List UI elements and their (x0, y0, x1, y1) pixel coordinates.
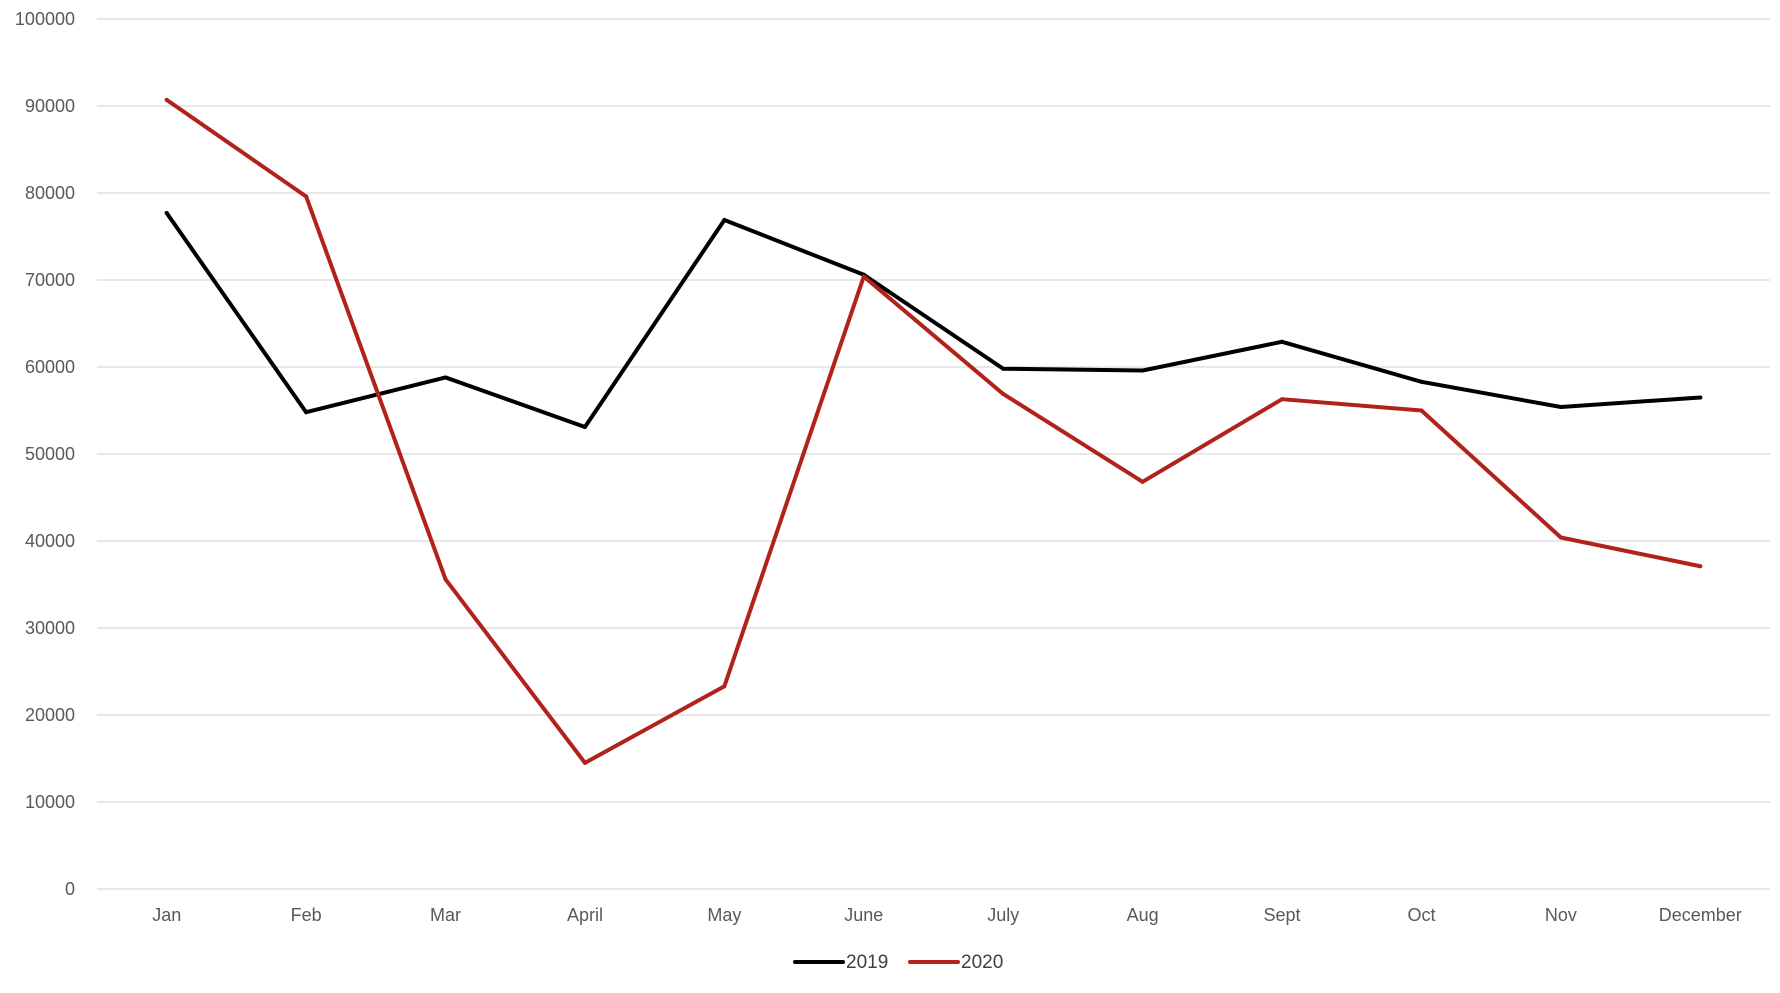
y-axis-tick-labels: 0 10000 20000 30000 40000 50000 60000 70000 8000… (15, 9, 75, 899)
y-tick-label: 100000 (15, 9, 75, 29)
y-tick-label: 30000 (25, 618, 75, 638)
data-point-2020-July (1001, 391, 1006, 396)
data-point-2019-July (1001, 366, 1006, 371)
data-point-2020-May (722, 684, 727, 689)
x-tick-label: Sept (1264, 905, 1301, 925)
x-tick-label: December (1659, 905, 1742, 925)
data-point-2020-June (861, 274, 866, 279)
x-tick-label: April (567, 905, 603, 925)
data-point-2020-Oct (1419, 408, 1424, 413)
x-tick-label: June (844, 905, 883, 925)
data-point-2019-Mar (443, 375, 448, 380)
data-point-2019-Sept (1280, 339, 1285, 344)
x-tick-label: July (987, 905, 1019, 925)
y-tick-label: 20000 (25, 705, 75, 725)
data-point-2019-December (1698, 395, 1703, 400)
data-point-2019-Aug (1140, 368, 1145, 373)
data-point-2020-Feb (304, 194, 309, 199)
legend-label-2020: 2020 (961, 952, 1003, 973)
y-tick-label: 50000 (25, 444, 75, 464)
data-point-2020-Jan (164, 97, 169, 102)
data-point-2020-Aug (1140, 479, 1145, 484)
x-tick-label: Jan (152, 905, 181, 925)
series-line-2020 (164, 97, 1703, 765)
legend-label-2019: 2019 (846, 952, 888, 973)
gridlines (97, 18, 1770, 890)
y-tick-label: 10000 (25, 792, 75, 812)
x-tick-label: Oct (1407, 905, 1435, 925)
x-tick-label: May (707, 905, 741, 925)
series-lines (164, 97, 1703, 765)
data-point-2019-April (582, 425, 587, 430)
data-point-2019-May (722, 217, 727, 222)
data-point-2020-April (582, 760, 587, 765)
y-tick-label: 80000 (25, 183, 75, 203)
x-axis-tick-labels: Jan Feb Mar April May June July Aug Sept Oct Nov De… (152, 905, 1742, 925)
y-tick-label: 40000 (25, 531, 75, 551)
series-line-2019 (164, 211, 1703, 430)
x-tick-label: Nov (1545, 905, 1577, 925)
data-point-2019-Oct (1419, 379, 1424, 384)
data-point-2019-Nov (1558, 405, 1563, 410)
x-tick-label: Feb (291, 905, 322, 925)
y-tick-label: 0 (65, 879, 75, 899)
x-tick-label: Mar (430, 905, 461, 925)
data-point-2020-December (1698, 564, 1703, 569)
data-point-2020-Nov (1558, 535, 1563, 540)
data-point-2020-Mar (443, 577, 448, 582)
data-point-2019-Feb (304, 410, 309, 415)
x-tick-label: Aug (1127, 905, 1159, 925)
data-point-2020-Sept (1280, 397, 1285, 402)
y-tick-label: 90000 (25, 96, 75, 116)
data-point-2019-Jan (164, 211, 169, 216)
legend: 2019 2020 (793, 952, 1003, 973)
y-tick-label: 70000 (25, 270, 75, 290)
y-tick-label: 60000 (25, 357, 75, 377)
